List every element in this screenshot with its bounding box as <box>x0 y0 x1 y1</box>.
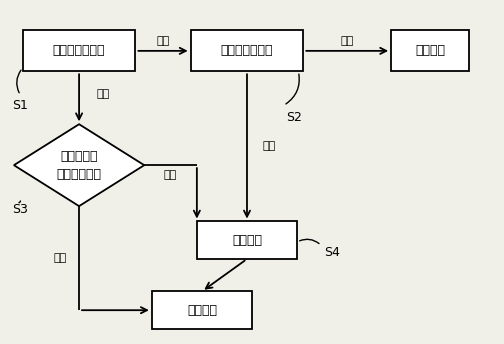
Text: 搜寻第一份固件: 搜寻第一份固件 <box>53 44 105 57</box>
Text: 修复固件: 修复固件 <box>232 234 262 247</box>
Text: 成功: 成功 <box>97 89 110 99</box>
Text: 成功: 成功 <box>53 253 67 263</box>
Text: 正常运作: 正常运作 <box>187 304 217 317</box>
Bar <box>391 30 469 71</box>
Text: 失败: 失败 <box>156 36 170 46</box>
Text: S2: S2 <box>286 111 302 124</box>
Bar <box>191 30 303 71</box>
Bar <box>197 222 297 259</box>
Polygon shape <box>14 124 144 206</box>
Text: 失败: 失败 <box>341 36 354 46</box>
Text: S4: S4 <box>324 246 340 259</box>
Text: 启动失败: 启动失败 <box>415 44 445 57</box>
Text: 搜寻第二份固件: 搜寻第二份固件 <box>221 44 273 57</box>
Bar <box>152 291 252 329</box>
Bar <box>23 30 136 71</box>
Text: 成功: 成功 <box>262 141 275 151</box>
Text: 检查第二份
固件是否正确: 检查第二份 固件是否正确 <box>56 150 102 181</box>
Text: S3: S3 <box>13 203 28 216</box>
Text: 失败: 失败 <box>164 170 177 180</box>
Text: S1: S1 <box>13 99 28 112</box>
